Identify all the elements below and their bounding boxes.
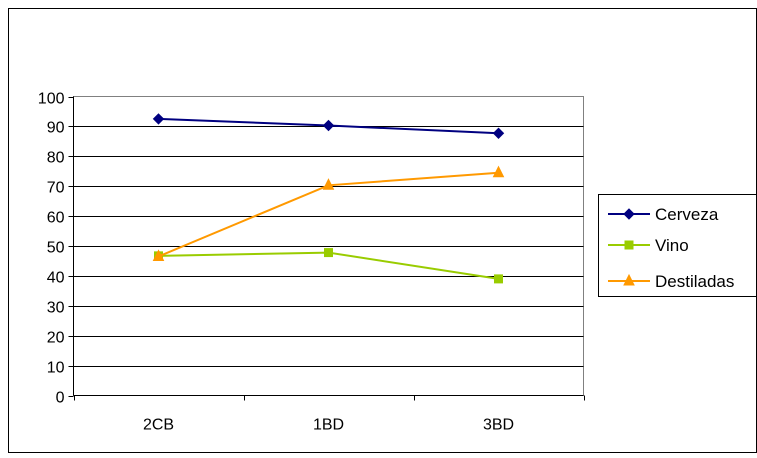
y-tick-label: 80 [47, 150, 65, 167]
legend-marker-cerveza [623, 208, 635, 220]
legend: Cerveza Vino Destiladas [598, 194, 757, 297]
axes: 0 10 20 30 40 50 60 70 80 90 100 2CB 1BD 3BD [38, 91, 585, 434]
y-tick-label: 40 [47, 270, 65, 287]
y-tick-label: 50 [47, 240, 65, 257]
data-point-destiladas [492, 165, 505, 178]
y-tick-label: 100 [38, 91, 65, 108]
data-point-cerveza [152, 113, 165, 125]
data-point-destiladas [322, 178, 335, 190]
y-tick-label: 90 [47, 120, 65, 137]
legend-marker-destiladas [623, 273, 635, 286]
legend-label-destiladas: Destiladas [655, 272, 734, 291]
x-tick-label: 1BD [313, 417, 344, 434]
y-tick-label: 70 [47, 180, 65, 197]
y-tick-label: 10 [47, 360, 65, 377]
x-tick-label: 2CB [143, 417, 174, 434]
data-point-vino [494, 274, 503, 284]
y-tick-label: 0 [56, 390, 65, 407]
y-tick-label: 60 [47, 210, 65, 227]
data-point-cerveza [492, 127, 505, 139]
legend-label-vino: Vino [655, 236, 689, 255]
data-point-cerveza [322, 119, 335, 132]
legend-label-cerveza: Cerveza [655, 205, 719, 224]
data-point-vino [324, 248, 333, 258]
x-tick-label: 3BD [483, 417, 514, 434]
legend-marker-vino [624, 240, 634, 250]
y-tick-label: 20 [47, 330, 65, 347]
y-tick-label: 30 [47, 300, 65, 317]
series [152, 113, 505, 284]
data-point-destiladas [152, 249, 165, 261]
